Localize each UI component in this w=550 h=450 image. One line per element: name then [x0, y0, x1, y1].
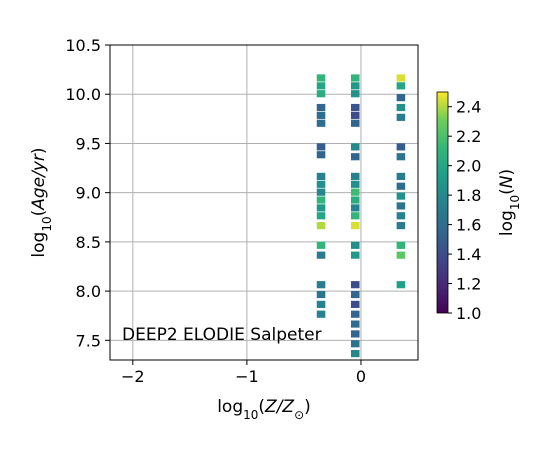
heatmap-cell	[316, 196, 326, 204]
y-tick-label: 8.0	[76, 282, 101, 301]
heatmap-cell	[350, 222, 360, 230]
heatmap-cells	[316, 74, 406, 358]
heatmap-cell	[316, 222, 326, 230]
heatmap-cell	[316, 241, 326, 249]
heatmap-cell	[350, 204, 360, 212]
colorbar-tick-label: 2.4	[456, 98, 481, 117]
heatmap-cell	[350, 74, 360, 82]
heatmap-cell	[350, 251, 360, 259]
heatmap-cell	[396, 74, 406, 82]
heatmap-cell	[350, 153, 360, 161]
heatmap-cell	[350, 196, 360, 204]
colorbar-tick-label: 1.8	[456, 186, 481, 205]
heatmap-cell	[350, 143, 360, 151]
colorbar-tick-label: 1.2	[456, 275, 481, 294]
heatmap-cell	[396, 94, 406, 102]
heatmap-cell	[316, 300, 326, 308]
heatmap-cell	[350, 310, 360, 318]
colorbar-tick-label: 1.6	[456, 216, 481, 235]
colorbar-tick-label: 1.0	[456, 304, 481, 323]
heatmap-cell	[316, 188, 326, 196]
heatmap-cell	[350, 340, 360, 348]
heatmap-cell	[316, 204, 326, 212]
heatmap-cell	[316, 180, 326, 188]
heatmap-cell	[316, 74, 326, 82]
heatmap-cell	[396, 182, 406, 190]
x-axis-label: log10(Z/Z⊙)	[217, 397, 311, 422]
heatmap-cell	[350, 111, 360, 119]
heatmap-cell	[396, 172, 406, 180]
heatmap-cell	[396, 103, 406, 112]
heatmap-cell	[316, 212, 326, 220]
y-tick-label: 9.5	[76, 134, 101, 153]
y-tick-label: 9.0	[76, 184, 101, 203]
heatmap-cell	[316, 90, 326, 98]
heatmap-cell	[316, 251, 326, 259]
colorbar-gradient	[436, 91, 449, 314]
heatmap-cell	[316, 172, 326, 180]
heatmap-cell	[350, 103, 360, 112]
heatmap-cell	[350, 212, 360, 220]
heatmap-cell	[396, 251, 406, 259]
heatmap-cell	[316, 281, 326, 289]
heatmap-cell	[316, 82, 326, 90]
heatmap-cell	[350, 281, 360, 289]
colorbar-tick-label: 2.0	[456, 157, 481, 176]
heatmap-cell	[350, 350, 360, 358]
y-tick-label: 10.0	[65, 85, 101, 104]
colorbar-tick-label: 1.4	[456, 245, 481, 264]
y-axis-label: log10(Age/yr)	[29, 147, 54, 257]
heatmap-cell	[350, 241, 360, 249]
heatmap-cell	[396, 192, 406, 200]
grid-lines	[110, 44, 418, 360]
x-tick-label: −1	[235, 367, 259, 386]
heatmap-cell	[350, 119, 360, 127]
heatmap-cell	[350, 180, 360, 188]
heatmap-cell	[350, 90, 360, 98]
heatmap-cell	[316, 290, 326, 299]
heatmap-cell	[396, 113, 406, 121]
heatmap-cell	[316, 111, 326, 119]
plot-frame	[109, 44, 419, 361]
heatmap-cell	[350, 320, 360, 328]
heatmap-cell	[396, 202, 406, 210]
heatmap-cell	[350, 290, 360, 299]
axis-ticks: −2 −1 0 7.5 8.0 8.5 9.0 9.5 10.0 10.5	[65, 36, 366, 386]
colorbar: 1.0 1.2 1.4 1.6 1.8 2.0 2.2 2.4 log10(N)	[436, 91, 522, 323]
colorbar-ticks: 1.0 1.2 1.4 1.6 1.8 2.0 2.2 2.4	[448, 98, 481, 323]
heatmap-cell	[316, 103, 326, 112]
heatmap-cell	[396, 82, 406, 90]
heatmap-cell	[316, 143, 326, 151]
heatmap-cell	[396, 281, 406, 289]
y-tick-label: 8.5	[76, 233, 101, 252]
y-tick-label: 10.5	[65, 36, 101, 55]
heatmap-cell	[396, 241, 406, 249]
heatmap-cell	[350, 188, 360, 196]
heatmap-cell	[316, 310, 326, 318]
heatmap-cell	[396, 143, 406, 151]
heatmap-cell	[396, 212, 406, 220]
y-tick-label: 7.5	[76, 331, 101, 350]
heatmap-cell	[350, 82, 360, 90]
heatmap-cell	[316, 151, 326, 159]
x-tick-label: −2	[121, 367, 145, 386]
colorbar-label: log10(N)	[497, 169, 522, 236]
heatmap-cell	[316, 119, 326, 127]
heatmap-cell	[350, 300, 360, 308]
x-tick-label: 0	[356, 367, 366, 386]
colorbar-tick-label: 2.2	[456, 127, 481, 146]
heatmap-cell	[396, 153, 406, 161]
annotation-text: DEEP2 ELODIE Salpeter	[122, 325, 322, 345]
heatmap-cell	[350, 330, 360, 338]
heatmap-cell	[396, 222, 406, 230]
heatmap-cell	[350, 172, 360, 180]
